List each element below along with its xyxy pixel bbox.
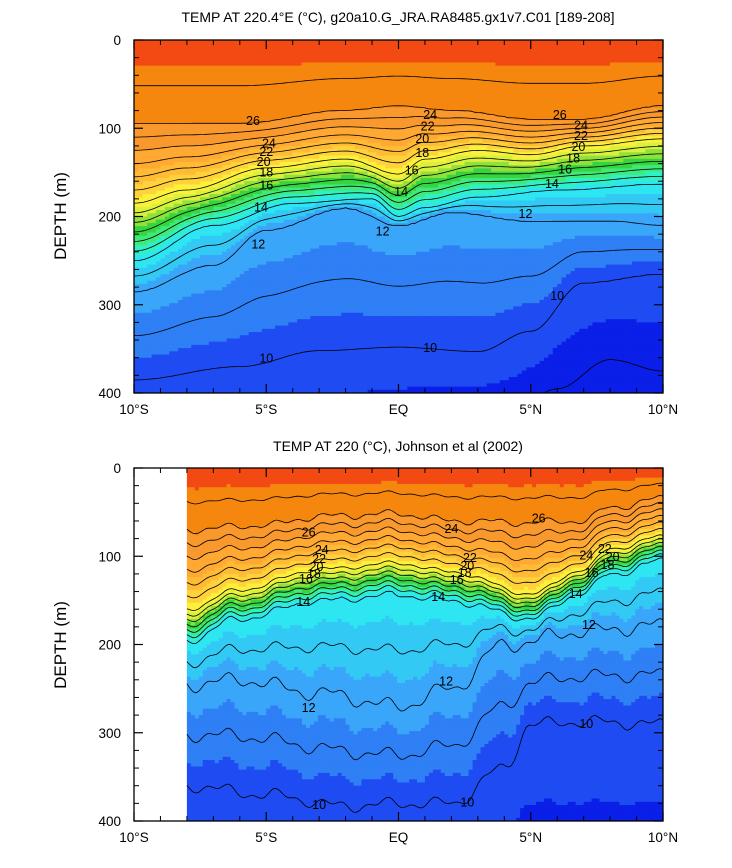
contour-label: 16 bbox=[558, 163, 572, 177]
contour-label: 22 bbox=[598, 542, 612, 556]
contour-label: 22 bbox=[463, 551, 477, 565]
contour-label: 10 bbox=[550, 289, 564, 303]
contour-label: 14 bbox=[296, 595, 310, 609]
x-tick-label: 10°N bbox=[648, 830, 678, 845]
contour-label: 26 bbox=[553, 108, 567, 122]
contour-label: 14 bbox=[254, 201, 268, 215]
contour-label: 24 bbox=[423, 108, 437, 122]
y-tick-label: 200 bbox=[98, 210, 121, 225]
contour-label: 12 bbox=[302, 701, 316, 715]
y-tick-label: 300 bbox=[98, 298, 121, 313]
x-tick-label: EQ bbox=[389, 402, 409, 417]
contour-label: 10 bbox=[579, 717, 593, 731]
panel-bottom-ylabel: DEPTH (m) bbox=[51, 601, 70, 689]
contour-label: 18 bbox=[415, 146, 429, 160]
contour-label: 12 bbox=[519, 207, 533, 221]
contour-label: 18 bbox=[259, 165, 273, 179]
contour-label: 14 bbox=[545, 177, 559, 191]
contour-label: 18 bbox=[307, 567, 321, 581]
contour-label: 22 bbox=[574, 129, 588, 143]
y-tick-label: 400 bbox=[98, 386, 121, 401]
contour-label: 24 bbox=[444, 522, 458, 536]
contour-label: 22 bbox=[421, 120, 435, 134]
contour-label: 18 bbox=[458, 566, 472, 580]
x-tick-label: EQ bbox=[389, 830, 409, 845]
panel-bottom-fills bbox=[186, 468, 663, 821]
panel-top-title: TEMP AT 220.4°E (°C), g20a10.G_JRA.RA848… bbox=[182, 9, 615, 25]
contour-label: 20 bbox=[310, 560, 324, 574]
contour-label: 26 bbox=[532, 511, 546, 525]
contour-label: 10 bbox=[423, 341, 437, 355]
contour-label: 20 bbox=[257, 155, 271, 169]
contour-label: 10 bbox=[460, 796, 474, 810]
contour-label: 16 bbox=[299, 572, 313, 586]
contour-label: 24 bbox=[315, 543, 329, 557]
y-tick-label: 100 bbox=[98, 549, 121, 564]
contour-label: 20 bbox=[606, 550, 620, 564]
contour-label: 16 bbox=[585, 566, 599, 580]
x-tick-label: 5°N bbox=[519, 402, 542, 417]
contour-label: 14 bbox=[394, 185, 408, 199]
x-tick-label: 10°S bbox=[119, 402, 148, 417]
contour-label: 12 bbox=[582, 618, 596, 632]
contour-label: 22 bbox=[312, 552, 326, 566]
y-tick-label: 0 bbox=[113, 33, 121, 48]
panel-bottom-axes: 10°S 5°S EQ 5°N 10°N 0 100 200 300 400 bbox=[98, 461, 678, 845]
y-tick-label: 400 bbox=[98, 814, 121, 829]
x-tick-label: 5°N bbox=[519, 830, 542, 845]
contour-label: 16 bbox=[450, 573, 464, 587]
contour-label: 18 bbox=[601, 558, 615, 572]
x-tick-label: 10°N bbox=[648, 402, 678, 417]
contour-label: 10 bbox=[312, 798, 326, 812]
contour-label: 12 bbox=[439, 675, 453, 689]
panel-top-axes: 10°S 5°S EQ 5°N 10°N 0 100 200 300 400 bbox=[98, 33, 678, 417]
y-tick-label: 100 bbox=[98, 121, 121, 136]
contour-label: 16 bbox=[405, 164, 419, 178]
contour-label: 18 bbox=[566, 151, 580, 165]
contour-label: 14 bbox=[569, 587, 583, 601]
panel-bottom-title: TEMP AT 220 (°C), Johnson et al (2002) bbox=[273, 438, 523, 454]
y-tick-label: 0 bbox=[113, 461, 121, 476]
x-tick-label: 5°S bbox=[255, 830, 277, 845]
contour-label: 16 bbox=[259, 179, 273, 193]
contour-label: 20 bbox=[415, 132, 429, 146]
panel-top-contour-labels: 2624222018161412242220181614122624222018… bbox=[246, 108, 588, 366]
contour-label: 22 bbox=[259, 145, 273, 159]
panel-bottom-contours bbox=[186, 482, 663, 813]
panel-top: TEMP AT 220.4°E (°C), g20a10.G_JRA.RA848… bbox=[51, 9, 678, 417]
panel-top-ylabel: DEPTH (m) bbox=[51, 172, 70, 260]
contour-label: 24 bbox=[579, 548, 593, 562]
contour-label: 24 bbox=[574, 119, 588, 133]
y-tick-label: 200 bbox=[98, 638, 121, 653]
panel-top-contours bbox=[134, 75, 663, 393]
x-tick-label: 10°S bbox=[119, 830, 148, 845]
contour-label: 14 bbox=[431, 590, 445, 604]
contour-label: 12 bbox=[251, 238, 265, 252]
contour-label: 24 bbox=[262, 136, 276, 150]
contour-label: 20 bbox=[571, 140, 585, 154]
contour-label: 26 bbox=[246, 114, 260, 128]
contour-label: 10 bbox=[259, 352, 273, 366]
x-tick-label: 5°S bbox=[255, 402, 277, 417]
panel-bottom: TEMP AT 220 (°C), Johnson et al (2002) 2… bbox=[51, 438, 678, 845]
contour-label: 26 bbox=[302, 525, 316, 539]
contour-label: 20 bbox=[460, 559, 474, 573]
y-tick-label: 300 bbox=[98, 726, 121, 741]
contour-label: 12 bbox=[376, 225, 390, 239]
